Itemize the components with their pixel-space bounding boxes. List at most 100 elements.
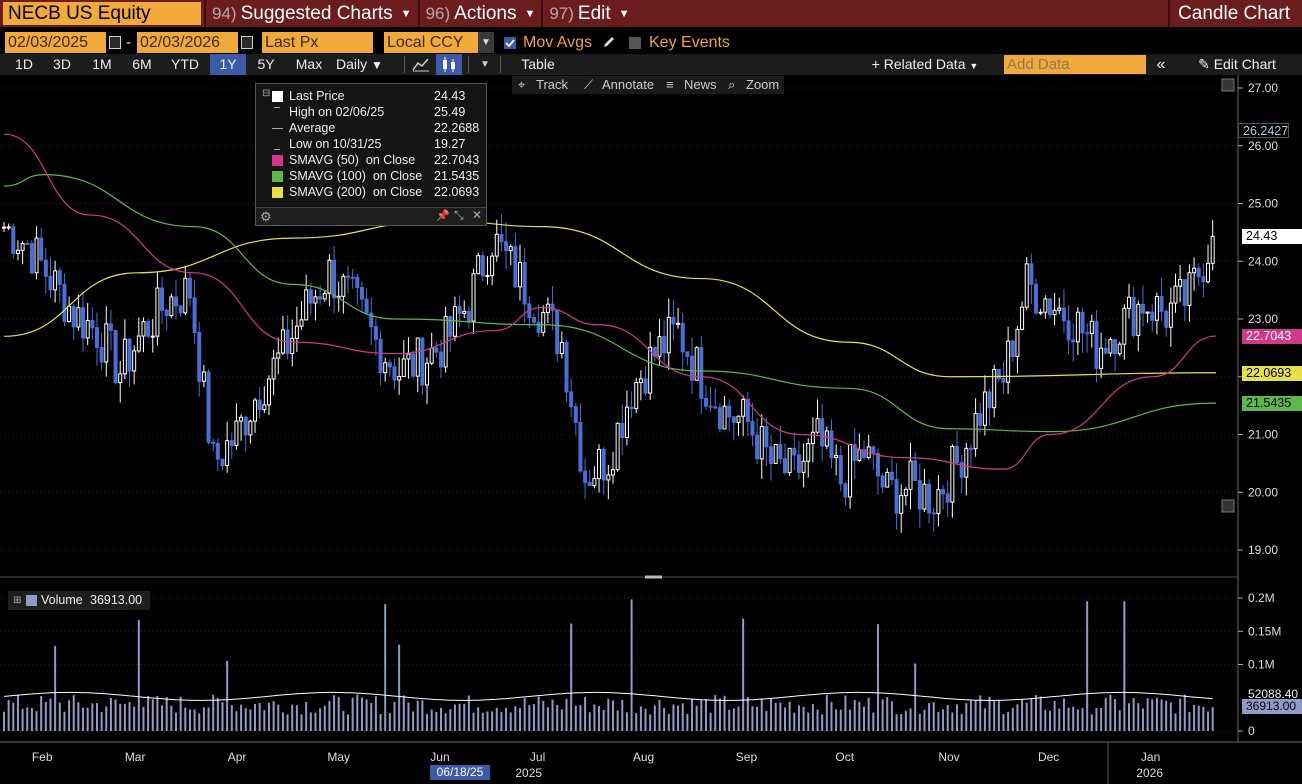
candle-down	[48, 275, 53, 291]
start-date-field[interactable]: 02/03/2025	[5, 32, 106, 53]
volume-bar	[686, 714, 689, 731]
mov-avgs-checkbox[interactable]	[504, 37, 516, 49]
volume-bar	[12, 702, 15, 731]
candle-chart[interactable]: 27.0026.0025.0024.0023.0022.0021.0020.00…	[0, 75, 1302, 784]
add-data-input[interactable]: Add Data	[1004, 55, 1146, 74]
track-tool[interactable]: Track	[536, 77, 569, 92]
candle-down	[550, 303, 555, 311]
volume-bar	[365, 699, 368, 731]
volume-bar	[95, 703, 98, 731]
period-button-5y[interactable]: 5Y	[257, 56, 275, 72]
candle-down	[1113, 339, 1118, 355]
volume-bar	[1044, 709, 1047, 731]
candle-up	[122, 338, 127, 375]
period-button-1y[interactable]: 1Y	[210, 54, 246, 75]
candle-chart-icon[interactable]	[436, 54, 462, 75]
candle-up	[810, 431, 815, 445]
pencil-icon[interactable]	[602, 35, 616, 49]
close-icon[interactable]: ✕	[472, 208, 483, 222]
annotate-tool[interactable]: Annotate	[602, 77, 655, 92]
related-data-button[interactable]: + Related Data ▼	[862, 54, 988, 75]
volume-bar	[630, 599, 633, 731]
candle-up	[239, 416, 244, 422]
table-button[interactable]: Table	[521, 56, 555, 72]
period-button-6m[interactable]: 6M	[132, 56, 152, 72]
period-toolbar: 1D 3D 1M 6M YTD 1Y 5Y Max Daily ▼ ▼ Tabl…	[0, 54, 1302, 75]
candle-down	[662, 336, 667, 354]
pin-icon[interactable]: 📌	[436, 210, 450, 222]
volume-bar	[1058, 708, 1061, 731]
volume-bar	[295, 705, 298, 731]
calendar-icon[interactable]	[109, 36, 121, 49]
ticker-field[interactable]: NECB US Equity	[3, 2, 201, 25]
volume-bar	[3, 711, 5, 731]
period-button-1d[interactable]: 1D	[15, 56, 33, 72]
volume-bar	[928, 703, 931, 731]
candle-up	[406, 353, 411, 360]
chevron-down-icon[interactable]: ▼	[480, 59, 490, 70]
volume-bar	[519, 708, 522, 731]
volume-bar	[277, 704, 280, 731]
volume-bar	[360, 697, 363, 731]
candle-down	[871, 446, 876, 454]
volume-bar	[323, 705, 326, 731]
period-button-3d[interactable]: 3D	[53, 56, 71, 72]
edit-menu[interactable]: 97) Edit ▼	[541, 0, 635, 27]
chevron-down-icon[interactable]: ▼	[478, 32, 494, 53]
legend-name: Last Price	[289, 89, 345, 103]
actions-menu[interactable]: 96) Actions ▼	[417, 0, 542, 27]
volume-bar	[1109, 694, 1112, 731]
field-selector[interactable]: Last Px	[262, 32, 373, 53]
month-label: Jan	[1141, 750, 1160, 764]
period-button-1m[interactable]: 1M	[92, 56, 112, 72]
legend-value: 24.43	[434, 89, 466, 103]
volume-bar	[793, 712, 796, 731]
volume-bar	[272, 701, 275, 731]
candle-down	[308, 289, 313, 304]
volume-bar	[230, 705, 233, 731]
suggested-charts-menu[interactable]: 94) Suggested Charts ▼	[204, 0, 418, 27]
candle-down	[211, 441, 216, 444]
volume-bar	[923, 709, 926, 731]
volume-bar	[1021, 699, 1024, 731]
end-date-field[interactable]: 02/03/2026	[137, 32, 238, 53]
candle-down	[680, 322, 685, 353]
candle-up	[401, 358, 406, 378]
candle-up	[964, 447, 969, 478]
candle-up	[494, 233, 499, 257]
last-price-tag: 24.43	[1242, 229, 1302, 244]
collapse-icon[interactable]: «	[1156, 56, 1166, 73]
volume-legend[interactable]: ⊞ Volume 36913.00	[8, 591, 150, 610]
frequency-selector[interactable]: Daily ▼	[336, 54, 400, 75]
candle-up	[1099, 347, 1104, 369]
period-button-max[interactable]: Max	[295, 56, 323, 72]
chart-legend[interactable]: ⊟ Last Price 24.43 High on 02/06/25 25.4…	[255, 83, 487, 226]
menu-label: Edit	[577, 2, 611, 24]
key-events-checkbox[interactable]	[629, 37, 641, 49]
period-button-ytd[interactable]: YTD	[171, 56, 199, 72]
volume-bar	[839, 709, 842, 731]
candle-down	[978, 413, 983, 426]
candle-down	[94, 327, 99, 348]
currency-selector[interactable]: Local CCY	[384, 32, 478, 53]
volume-bar	[960, 713, 963, 731]
volume-bar	[105, 706, 108, 731]
volume-bar	[1095, 708, 1098, 731]
volume-bar	[198, 713, 201, 731]
volume-bar	[1137, 703, 1140, 731]
candle-down	[745, 399, 750, 422]
candle-up	[1089, 320, 1094, 335]
edit-chart-button[interactable]: ✎ Edit Chart	[1174, 54, 1300, 75]
volume-bar	[1030, 698, 1033, 731]
volume-bar	[835, 709, 838, 731]
zoom-tool[interactable]: Zoom	[746, 77, 780, 92]
calendar-icon[interactable]	[241, 36, 253, 49]
line-chart-icon[interactable]	[412, 57, 430, 72]
shrink-icon[interactable]: ⤡	[454, 208, 464, 222]
candle-down	[1159, 296, 1164, 312]
high-marker-icon	[274, 107, 280, 118]
gear-icon[interactable]: ⚙	[260, 209, 272, 224]
candle-down	[1085, 332, 1090, 335]
volume-bar	[100, 711, 103, 731]
news-tool[interactable]: News	[684, 77, 717, 92]
